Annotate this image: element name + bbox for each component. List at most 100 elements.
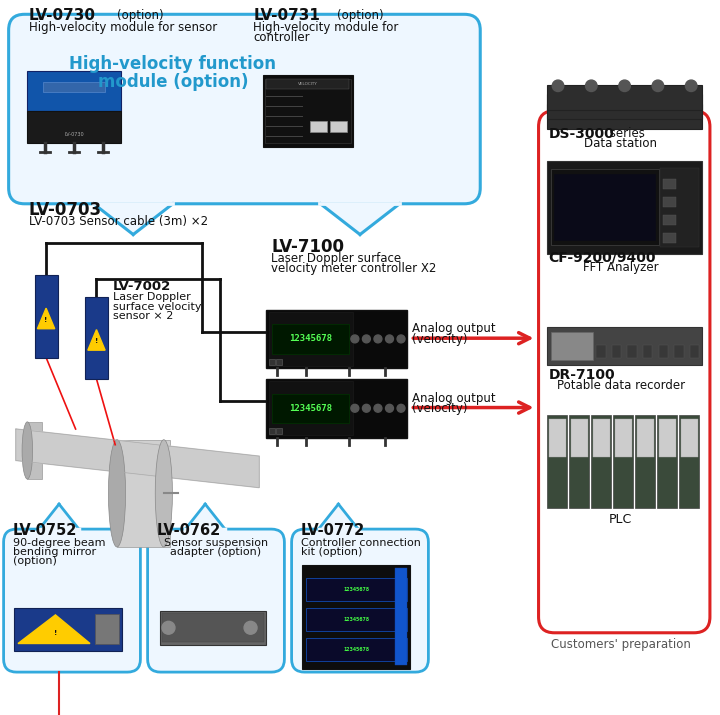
Bar xyxy=(395,568,407,665)
Polygon shape xyxy=(88,330,105,350)
Text: Sensor suspension: Sensor suspension xyxy=(164,538,268,548)
Bar xyxy=(674,345,683,358)
Bar xyxy=(547,104,702,129)
Text: LV-0730: LV-0730 xyxy=(64,132,84,137)
Bar xyxy=(643,345,652,358)
Text: LV-0752: LV-0752 xyxy=(13,523,77,538)
Bar xyxy=(306,638,407,661)
Text: bending mirror: bending mirror xyxy=(13,547,96,557)
Text: kit (option): kit (option) xyxy=(301,547,362,557)
Bar xyxy=(547,415,567,508)
Text: 90-degree beam: 90-degree beam xyxy=(13,538,105,548)
Bar xyxy=(613,415,633,508)
Circle shape xyxy=(685,80,697,92)
Text: LV-0703 Sensor cable (3m) ×2: LV-0703 Sensor cable (3m) ×2 xyxy=(29,215,208,228)
Bar xyxy=(306,608,407,631)
Bar xyxy=(627,345,636,358)
Text: LV-7002: LV-7002 xyxy=(113,280,171,292)
Polygon shape xyxy=(37,308,55,329)
Bar xyxy=(330,121,347,132)
Bar xyxy=(306,578,407,601)
Polygon shape xyxy=(185,504,225,529)
Bar xyxy=(263,75,353,147)
Bar xyxy=(663,197,676,207)
Circle shape xyxy=(362,405,370,412)
Bar xyxy=(265,79,351,143)
Text: sensor × 2: sensor × 2 xyxy=(113,311,174,321)
Text: (velocity): (velocity) xyxy=(412,403,467,415)
Bar xyxy=(310,121,327,132)
Text: LV-0772: LV-0772 xyxy=(301,523,365,538)
Text: High-velocity module for: High-velocity module for xyxy=(253,21,399,34)
Bar xyxy=(27,111,121,143)
Bar xyxy=(43,82,105,92)
Bar xyxy=(615,419,631,457)
Polygon shape xyxy=(94,204,173,235)
Text: LV-7100: LV-7100 xyxy=(271,237,344,256)
Text: Analog output: Analog output xyxy=(412,322,495,335)
FancyBboxPatch shape xyxy=(9,14,480,204)
Circle shape xyxy=(351,405,359,412)
Bar xyxy=(272,325,349,354)
Text: !: ! xyxy=(54,630,57,636)
Bar xyxy=(660,168,699,247)
Bar xyxy=(636,419,654,457)
Polygon shape xyxy=(18,615,90,644)
Text: controller: controller xyxy=(253,31,310,44)
Bar xyxy=(27,422,42,479)
Text: (velocity): (velocity) xyxy=(412,333,467,346)
Text: 12345678: 12345678 xyxy=(289,335,332,343)
Bar xyxy=(269,381,353,435)
Bar xyxy=(551,169,660,245)
Text: surface velocity: surface velocity xyxy=(113,302,202,312)
Bar xyxy=(596,345,606,358)
Circle shape xyxy=(585,80,597,92)
Circle shape xyxy=(374,335,382,342)
Bar xyxy=(35,275,58,358)
Text: CF-9200/9400: CF-9200/9400 xyxy=(549,250,656,265)
Bar xyxy=(680,419,698,457)
FancyBboxPatch shape xyxy=(539,111,710,633)
Text: (option): (option) xyxy=(13,556,57,566)
Text: High-velocity module for sensor: High-velocity module for sensor xyxy=(29,21,217,34)
Bar xyxy=(162,613,264,642)
Circle shape xyxy=(618,80,631,92)
Text: adapter (option): adapter (option) xyxy=(171,547,261,557)
Bar xyxy=(269,359,275,365)
Polygon shape xyxy=(320,204,400,235)
Circle shape xyxy=(397,335,405,342)
Bar xyxy=(85,297,108,379)
Text: Controller connection: Controller connection xyxy=(301,538,420,548)
Bar xyxy=(663,215,676,225)
Text: LV-0730: LV-0730 xyxy=(29,9,96,23)
Text: 12345678: 12345678 xyxy=(343,618,369,622)
Bar xyxy=(571,419,588,457)
Text: Customers' preparation: Customers' preparation xyxy=(551,638,690,651)
Bar xyxy=(14,608,122,651)
Bar xyxy=(266,379,407,438)
Bar xyxy=(635,415,655,508)
Bar xyxy=(659,345,668,358)
Bar xyxy=(547,94,702,119)
Bar xyxy=(266,310,407,368)
Bar xyxy=(663,233,676,243)
Text: 12345678: 12345678 xyxy=(289,404,332,413)
Circle shape xyxy=(385,335,393,342)
Text: Laser Doppler surface: Laser Doppler surface xyxy=(271,252,402,265)
Circle shape xyxy=(162,621,175,634)
Text: Laser Doppler: Laser Doppler xyxy=(113,292,191,302)
Polygon shape xyxy=(40,504,79,529)
Circle shape xyxy=(652,80,664,92)
Text: LV-0731: LV-0731 xyxy=(253,9,320,23)
Bar xyxy=(663,179,676,189)
Bar xyxy=(160,611,266,645)
Circle shape xyxy=(244,621,257,634)
Bar xyxy=(269,428,275,434)
Bar xyxy=(690,345,699,358)
Text: Analog output: Analog output xyxy=(412,392,495,405)
Text: DS-3000: DS-3000 xyxy=(549,127,614,141)
Text: (option): (option) xyxy=(117,9,164,22)
Text: series: series xyxy=(606,127,645,140)
Circle shape xyxy=(552,80,564,92)
Bar xyxy=(554,174,657,241)
